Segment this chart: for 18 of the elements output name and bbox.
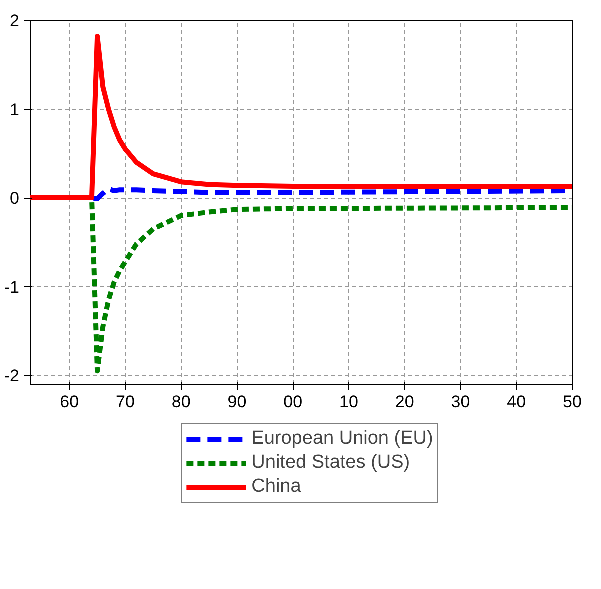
x-tick-label: 50 <box>563 392 582 412</box>
x-tick-label: 80 <box>172 392 191 412</box>
y-tick-label: -2 <box>4 366 20 386</box>
legend-label: European Union (EU) <box>252 428 434 450</box>
x-tick-label: 30 <box>451 392 470 412</box>
x-tick-label: 00 <box>284 392 303 412</box>
y-tick-label: 1 <box>10 100 20 120</box>
x-tick-label: 40 <box>507 392 526 412</box>
x-tick-label: 70 <box>116 392 135 412</box>
legend-label: United States (US) <box>252 452 410 474</box>
y-tick-label: 0 <box>10 189 20 208</box>
y-tick-label: -1 <box>4 278 20 297</box>
x-tick-label: 90 <box>228 392 247 412</box>
x-tick-label: 60 <box>60 392 80 412</box>
x-tick-label: 10 <box>340 392 358 412</box>
legend-label: China <box>252 476 302 498</box>
y-tick-label: 2 <box>10 12 20 30</box>
x-tick-label: 20 <box>395 392 414 412</box>
